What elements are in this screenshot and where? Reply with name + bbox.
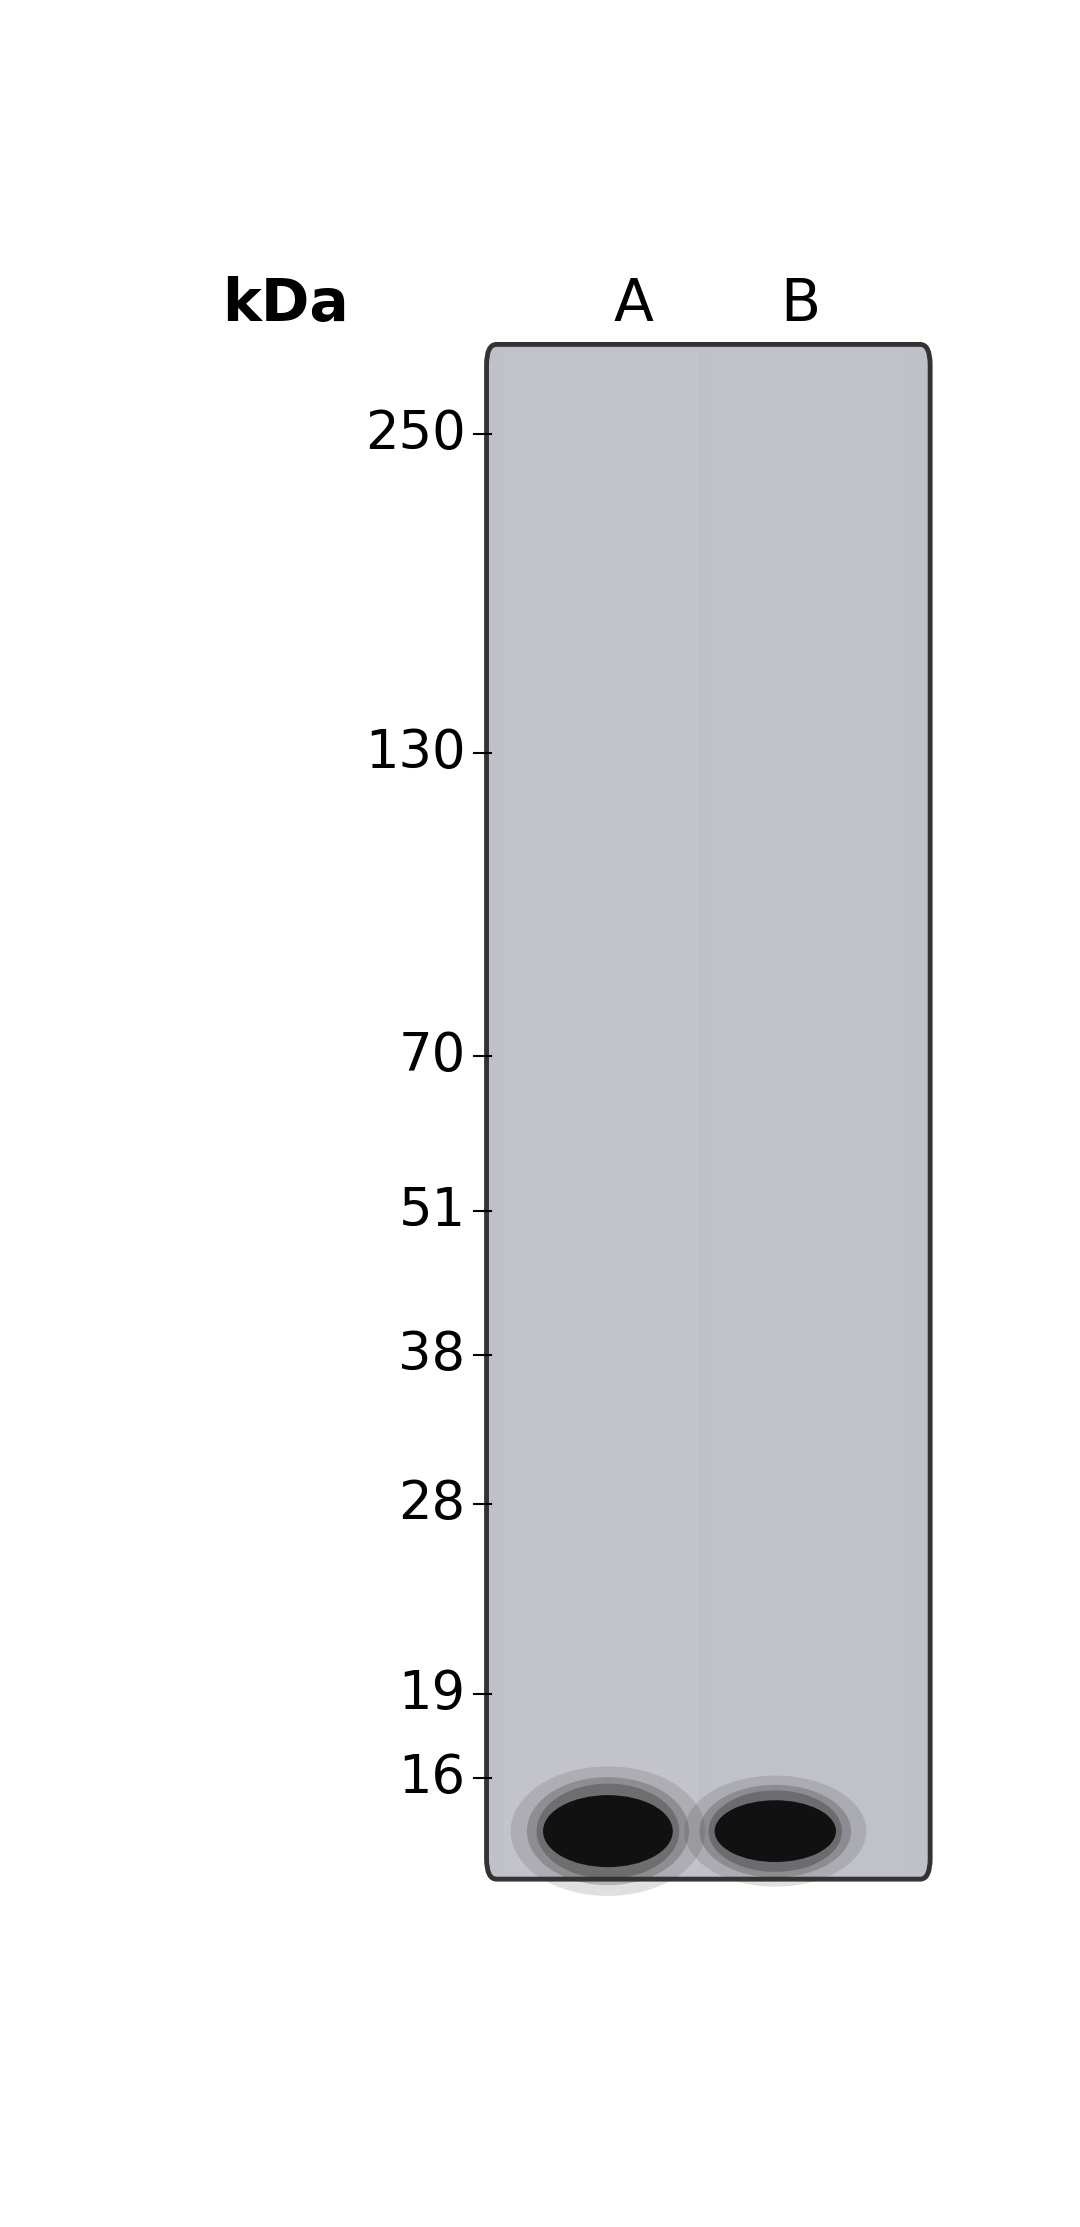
Text: 19: 19 bbox=[399, 1668, 465, 1719]
Text: kDa: kDa bbox=[222, 276, 349, 334]
Text: A: A bbox=[613, 276, 653, 334]
FancyBboxPatch shape bbox=[486, 345, 930, 1880]
Ellipse shape bbox=[700, 1784, 851, 1877]
Text: 130: 130 bbox=[365, 728, 465, 779]
Ellipse shape bbox=[527, 1777, 689, 1884]
Ellipse shape bbox=[685, 1775, 866, 1886]
Text: 38: 38 bbox=[399, 1330, 465, 1381]
Text: 250: 250 bbox=[365, 408, 465, 459]
Ellipse shape bbox=[543, 1795, 673, 1866]
Text: 70: 70 bbox=[399, 1029, 465, 1082]
Bar bbox=[503, 352, 699, 1871]
Ellipse shape bbox=[537, 1784, 679, 1880]
Text: 51: 51 bbox=[399, 1185, 465, 1236]
Text: 16: 16 bbox=[399, 1753, 465, 1804]
Text: B: B bbox=[781, 276, 821, 334]
Ellipse shape bbox=[715, 1799, 836, 1862]
Bar bbox=[708, 352, 904, 1871]
Text: 28: 28 bbox=[399, 1479, 465, 1530]
Ellipse shape bbox=[511, 1766, 705, 1895]
Ellipse shape bbox=[708, 1791, 842, 1873]
